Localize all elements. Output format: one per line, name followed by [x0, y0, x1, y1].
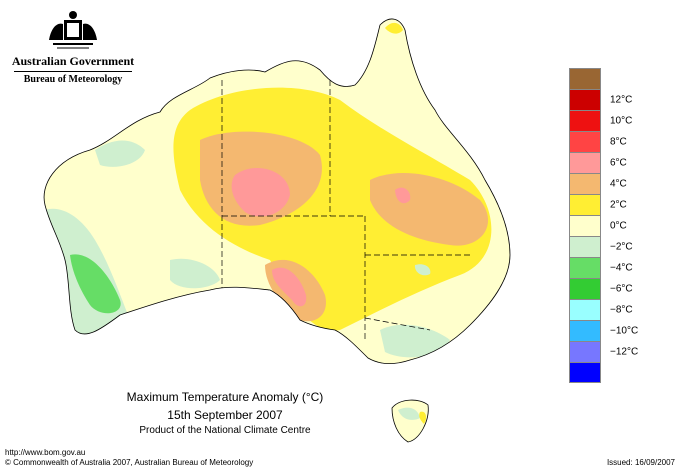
legend-swatch: [569, 194, 601, 215]
map-product: Product of the National Climate Centre: [139, 425, 311, 436]
bom-url-link[interactable]: http://www.bom.gov.au: [5, 448, 86, 457]
issued-date: Issued: 16/09/2007: [606, 458, 675, 467]
legend-label: −6°C: [610, 283, 633, 294]
legend-swatch: [569, 362, 601, 383]
legend-label: 12°C: [610, 94, 633, 105]
legend-swatch: [569, 131, 601, 152]
legend-swatch: [569, 173, 601, 194]
legend-label: 4°C: [610, 178, 627, 189]
legend-label: −8°C: [610, 304, 633, 315]
government-name: Australian Government: [11, 54, 135, 68]
map-date: 15th September 2007: [167, 408, 283, 422]
legend-swatch: [569, 257, 601, 278]
legend-swatch: [569, 68, 601, 89]
legend-swatch: [569, 299, 601, 320]
legend-label: −2°C: [610, 241, 633, 252]
legend-swatch: [569, 215, 601, 236]
agency-divider: [14, 71, 132, 72]
legend-swatch: [569, 278, 601, 299]
legend-swatch: [569, 341, 601, 362]
legend-swatch: [569, 110, 601, 131]
legend-swatch: [569, 89, 601, 110]
bureau-name: Bureau of Meteorology: [23, 74, 123, 85]
legend-label: 6°C: [610, 157, 627, 168]
commonwealth-coat-of-arms-icon: [49, 11, 97, 49]
legend-swatch: [569, 236, 601, 257]
legend-label: −10°C: [610, 325, 639, 336]
agency-logo: Australian Government Bureau of Meteorol…: [8, 8, 138, 85]
legend-swatch: [569, 152, 601, 173]
legend-swatch: [569, 320, 601, 341]
legend-label: 0°C: [610, 220, 627, 231]
legend-label: 2°C: [610, 199, 627, 210]
map-title: Maximum Temperature Anomaly (°C): [126, 390, 324, 404]
legend-label: −12°C: [610, 346, 639, 357]
color-legend: [569, 68, 605, 383]
legend-label: −4°C: [610, 262, 633, 273]
legend-label: 8°C: [610, 136, 627, 147]
copyright-text: © Commonwealth of Australia 2007, Austra…: [5, 458, 254, 467]
legend-label: 10°C: [610, 115, 633, 126]
